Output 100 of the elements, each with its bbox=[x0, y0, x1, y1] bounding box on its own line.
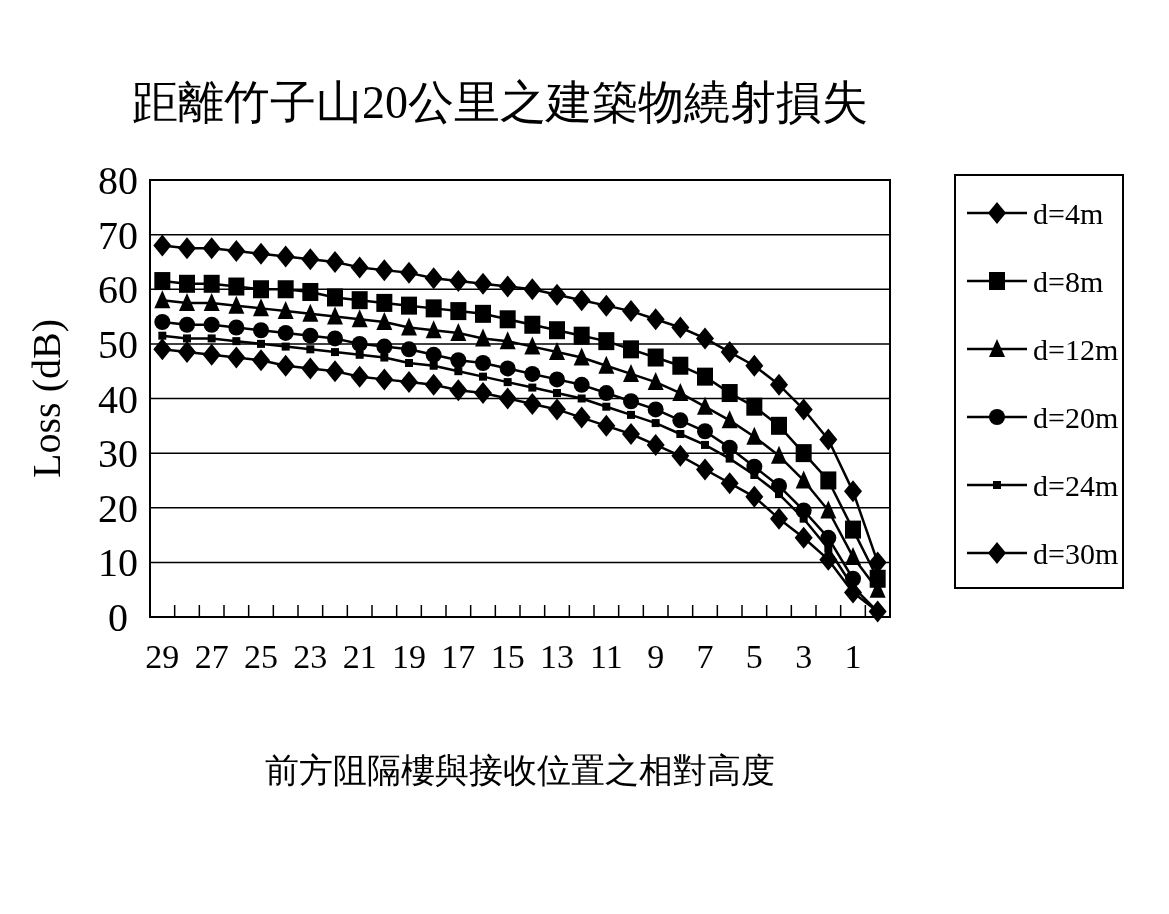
point bbox=[375, 259, 394, 282]
x-tick-label: 9 bbox=[647, 638, 665, 675]
point bbox=[474, 382, 492, 405]
point bbox=[499, 331, 516, 350]
point bbox=[672, 383, 689, 402]
point bbox=[622, 423, 640, 446]
point bbox=[277, 324, 294, 341]
point bbox=[450, 302, 467, 321]
point bbox=[277, 280, 294, 299]
point bbox=[697, 423, 713, 440]
point bbox=[647, 401, 664, 418]
point bbox=[745, 485, 764, 508]
point bbox=[327, 288, 343, 307]
chart-title: 距離竹子山20公里之建築物繞射損失 bbox=[132, 77, 868, 128]
point bbox=[401, 296, 417, 315]
legend-label: d=24m bbox=[1033, 469, 1119, 502]
point bbox=[327, 306, 343, 325]
point bbox=[676, 430, 685, 439]
point bbox=[627, 410, 635, 419]
point bbox=[257, 339, 265, 348]
point bbox=[845, 520, 861, 539]
point bbox=[424, 267, 443, 290]
y-tick-label: 80 bbox=[98, 158, 138, 203]
point bbox=[232, 337, 241, 346]
point bbox=[697, 396, 713, 415]
point bbox=[351, 309, 368, 328]
point bbox=[203, 316, 220, 333]
point bbox=[622, 300, 640, 323]
point bbox=[794, 526, 813, 549]
point bbox=[524, 315, 541, 334]
point bbox=[376, 293, 393, 312]
point bbox=[154, 314, 171, 331]
point bbox=[475, 328, 491, 347]
point bbox=[548, 283, 566, 306]
point bbox=[646, 308, 665, 331]
x-tick-label: 1 bbox=[844, 638, 862, 675]
point bbox=[794, 398, 813, 421]
point bbox=[400, 261, 418, 284]
point bbox=[306, 345, 315, 354]
point bbox=[549, 321, 565, 340]
point bbox=[721, 439, 738, 456]
point bbox=[474, 272, 492, 295]
point bbox=[449, 379, 468, 402]
point bbox=[598, 385, 615, 402]
point bbox=[602, 402, 611, 411]
point bbox=[454, 367, 463, 376]
point bbox=[770, 507, 788, 530]
point bbox=[429, 361, 438, 370]
point bbox=[523, 278, 542, 301]
point bbox=[479, 372, 487, 381]
point bbox=[154, 290, 171, 309]
point bbox=[425, 299, 442, 318]
point bbox=[573, 326, 590, 345]
x-tick-label: 7 bbox=[696, 638, 714, 675]
point bbox=[302, 327, 319, 344]
y-axis-title: Loss (dB) bbox=[24, 319, 69, 478]
point bbox=[153, 234, 172, 257]
point bbox=[401, 341, 417, 358]
y-tick-label: 30 bbox=[98, 431, 138, 477]
point bbox=[331, 348, 339, 357]
point bbox=[228, 319, 245, 336]
x-tick-label: 5 bbox=[745, 638, 763, 675]
point bbox=[179, 316, 195, 333]
point bbox=[207, 334, 216, 343]
point bbox=[326, 250, 344, 273]
point bbox=[498, 387, 517, 410]
point bbox=[400, 371, 418, 394]
point bbox=[623, 363, 639, 382]
y-tick-label: 50 bbox=[98, 321, 138, 367]
point bbox=[647, 348, 664, 367]
point bbox=[553, 389, 561, 398]
point bbox=[252, 242, 270, 265]
point bbox=[819, 428, 838, 451]
point bbox=[301, 357, 320, 380]
legend-label: d=12m bbox=[1033, 333, 1119, 366]
legend-label: d=4m bbox=[1033, 197, 1104, 230]
point bbox=[425, 346, 442, 363]
point bbox=[499, 360, 516, 377]
point bbox=[228, 295, 245, 314]
point bbox=[179, 292, 195, 311]
point bbox=[524, 365, 541, 382]
point bbox=[475, 304, 491, 323]
point bbox=[597, 414, 616, 437]
point bbox=[227, 346, 246, 369]
point bbox=[746, 397, 763, 416]
point bbox=[425, 320, 442, 339]
point bbox=[302, 282, 319, 301]
point bbox=[327, 330, 343, 347]
point bbox=[577, 394, 586, 403]
point bbox=[253, 298, 269, 317]
point bbox=[475, 354, 491, 371]
point bbox=[405, 358, 413, 367]
y-tick-label: 0 bbox=[108, 595, 128, 640]
point bbox=[203, 274, 220, 293]
point bbox=[228, 277, 245, 296]
point bbox=[376, 338, 393, 355]
point bbox=[671, 444, 690, 467]
point bbox=[598, 355, 615, 374]
point bbox=[253, 280, 269, 299]
point bbox=[770, 373, 788, 396]
